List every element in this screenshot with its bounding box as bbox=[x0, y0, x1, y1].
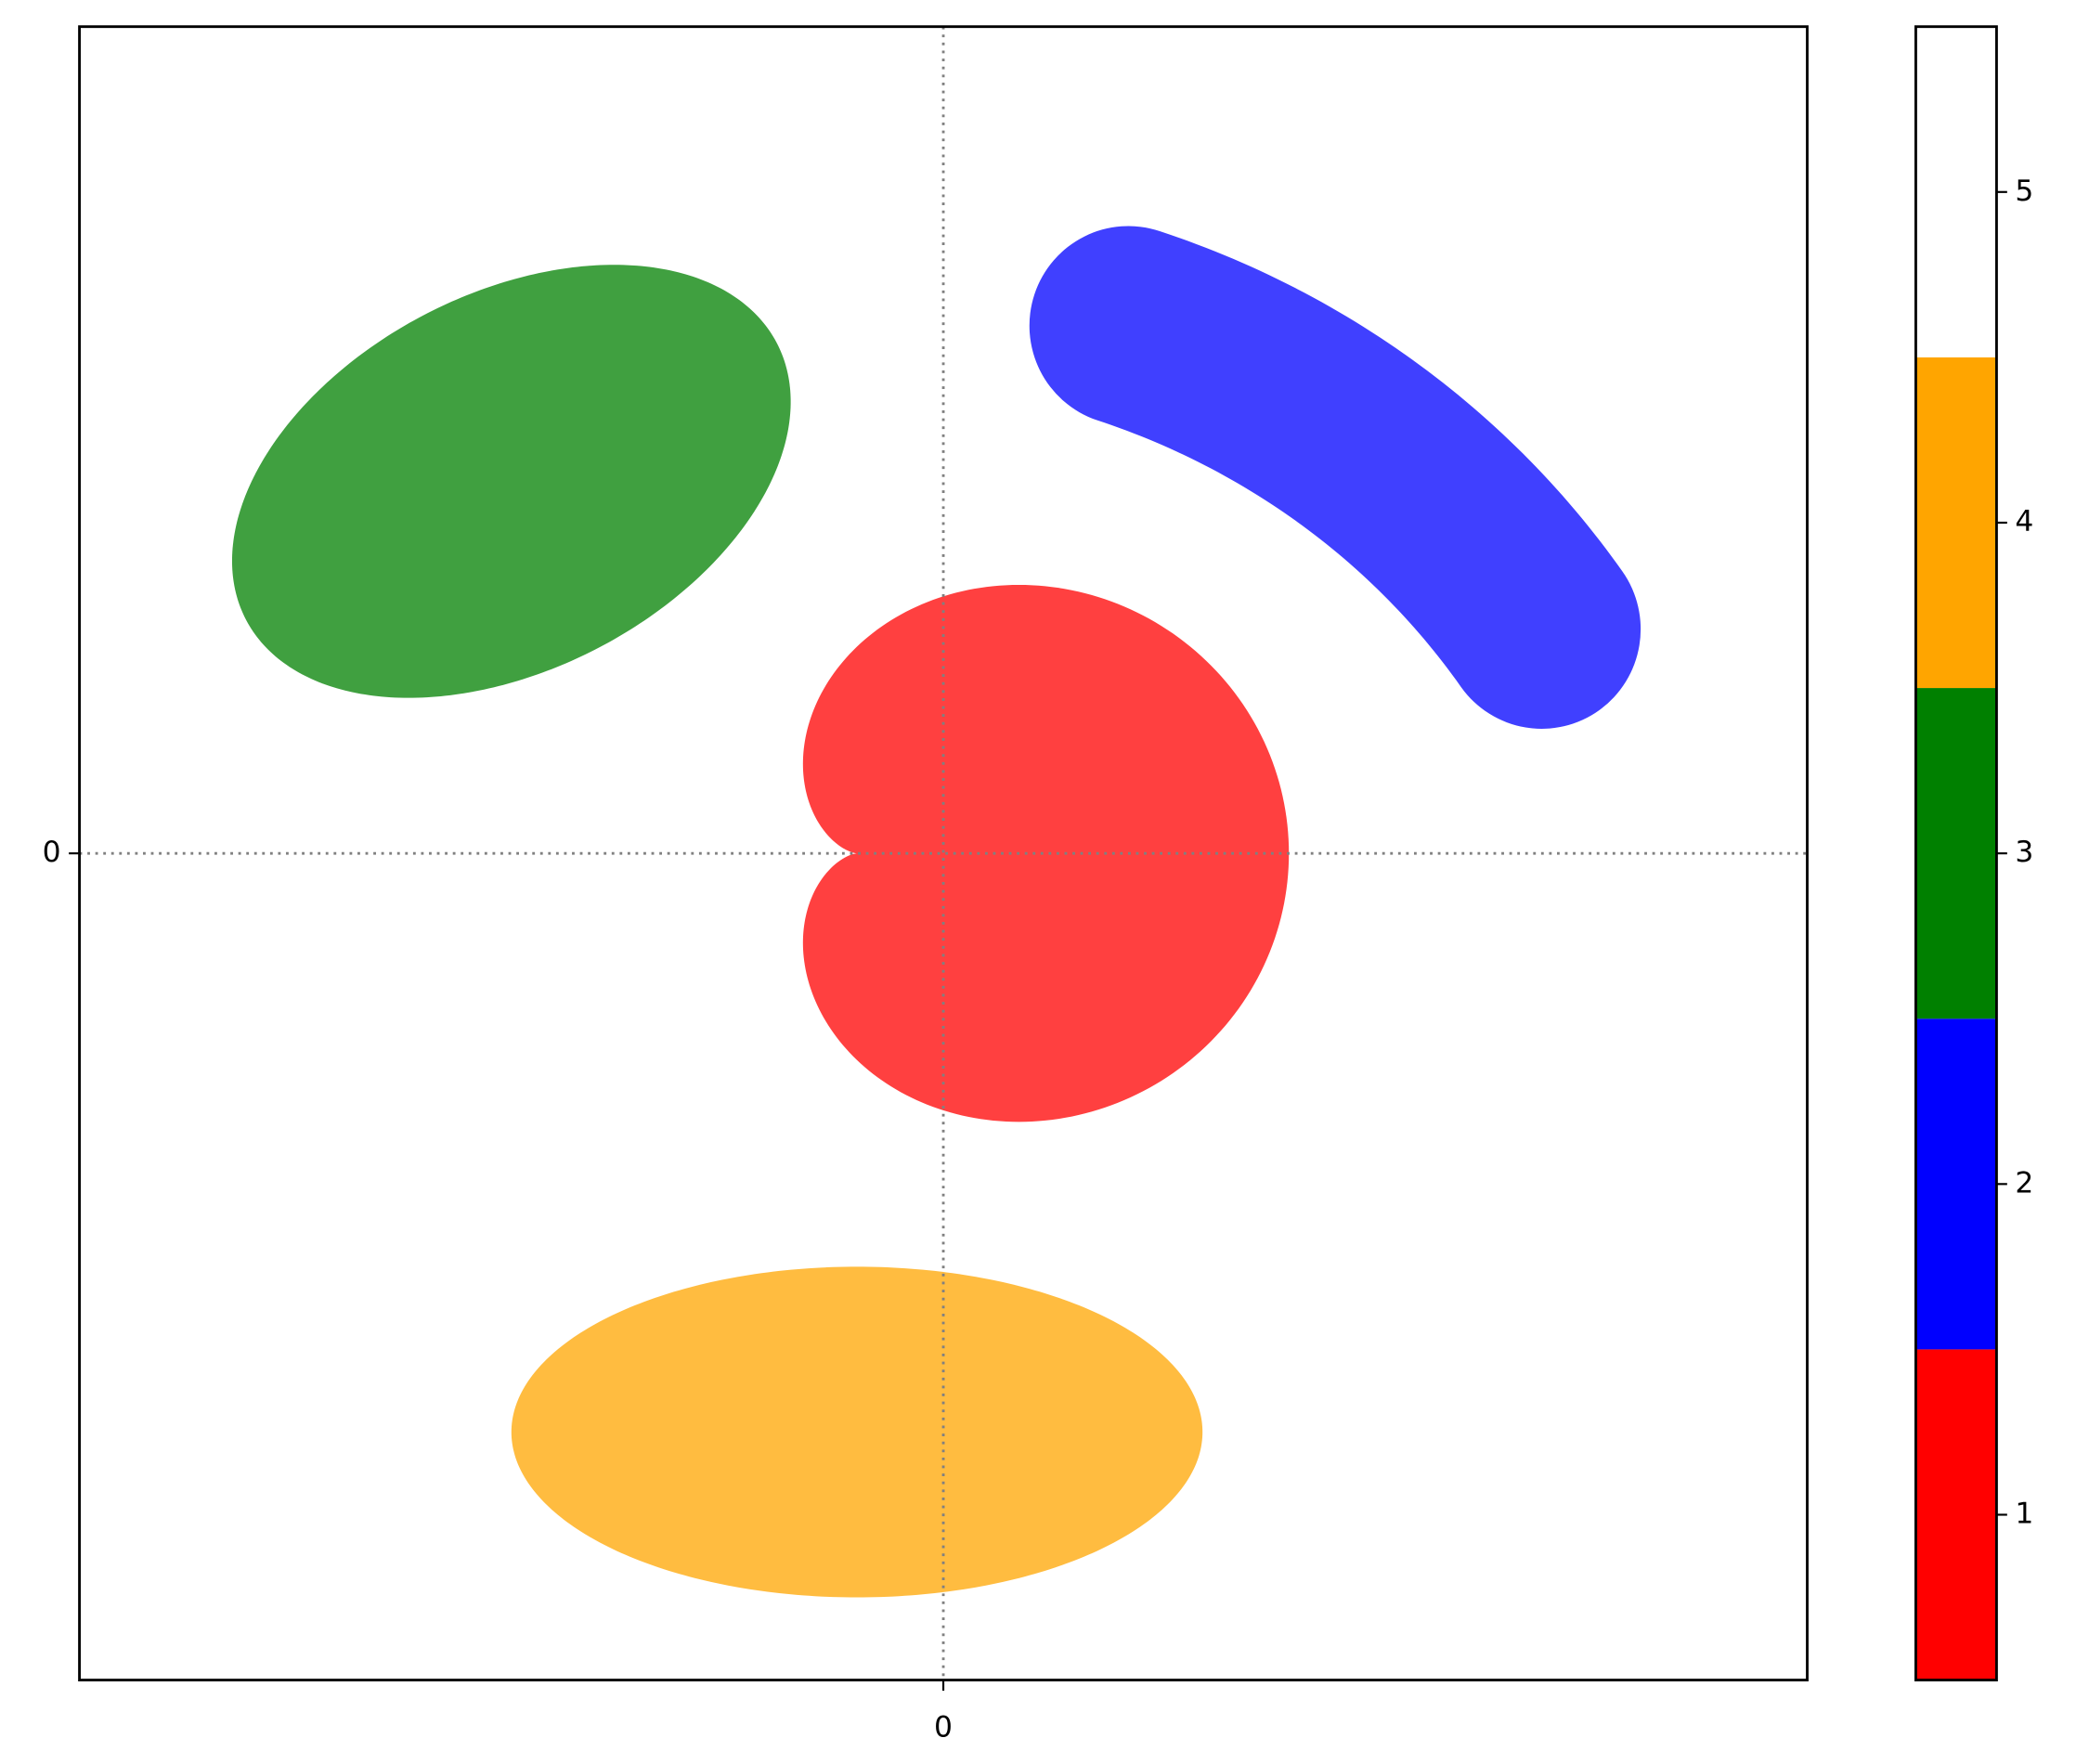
arc-region bbox=[1029, 226, 1641, 729]
colorbar-tick-label: 4 bbox=[2015, 505, 2033, 538]
ellipse-region bbox=[231, 265, 791, 698]
colorbar-segment bbox=[1915, 688, 1997, 1019]
colorbar-tick-label: 5 bbox=[2015, 175, 2033, 208]
plot-frame bbox=[78, 25, 1809, 1682]
colorbar-tick-label: 3 bbox=[2015, 836, 2033, 869]
ellipse-region bbox=[511, 1266, 1203, 1598]
colorbar-segment bbox=[1915, 1349, 1997, 1680]
colorbar-segment bbox=[1915, 357, 1997, 689]
colorbar-segment bbox=[1915, 26, 1997, 357]
colorbar-tick-label: 1 bbox=[2015, 1497, 2033, 1530]
cardioid-region bbox=[802, 584, 1290, 1122]
colorbar-tick-label: 2 bbox=[2015, 1166, 2033, 1200]
colorbar-segment bbox=[1915, 1018, 1997, 1350]
x-tick-label: 0 bbox=[934, 1710, 953, 1744]
y-tick-label: 0 bbox=[43, 836, 61, 869]
